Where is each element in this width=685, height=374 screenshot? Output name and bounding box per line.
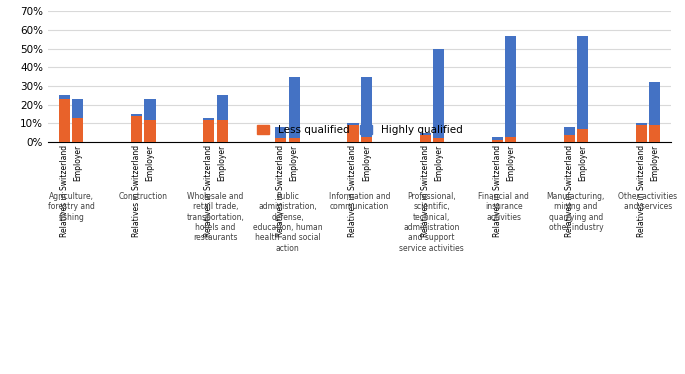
Bar xyxy=(288,77,300,138)
Bar xyxy=(59,95,70,99)
Bar xyxy=(275,138,286,142)
Bar xyxy=(564,127,575,135)
Bar xyxy=(577,129,588,142)
Bar xyxy=(131,116,142,142)
Bar xyxy=(145,99,155,120)
Bar xyxy=(361,77,372,137)
Bar xyxy=(433,49,444,138)
Text: Financial and
insurance
activities: Financial and insurance activities xyxy=(478,192,530,222)
Legend: Less qualified, Highly qualified: Less qualified, Highly qualified xyxy=(253,121,466,140)
Bar xyxy=(492,140,503,142)
Bar xyxy=(419,135,431,142)
Bar xyxy=(347,123,358,125)
Bar xyxy=(216,95,227,120)
Bar xyxy=(203,120,214,142)
Bar xyxy=(649,82,660,125)
Bar xyxy=(216,120,227,142)
Text: Wholesale and
retail trade,
transportation,
hotels and
restaurants: Wholesale and retail trade, transportati… xyxy=(186,192,245,242)
Bar xyxy=(275,127,286,138)
Text: Construction: Construction xyxy=(119,192,168,201)
Bar xyxy=(564,135,575,142)
Text: Information and
communication: Information and communication xyxy=(329,192,390,211)
Bar xyxy=(636,123,647,125)
Text: Professional,
scientific,
technical,
administration
and support
service activiti: Professional, scientific, technical, adm… xyxy=(399,192,464,253)
Text: Agriculture,
forestry and
fishing: Agriculture, forestry and fishing xyxy=(48,192,95,222)
Bar xyxy=(73,118,84,142)
Bar xyxy=(636,125,647,142)
Bar xyxy=(203,118,214,120)
Text: Other activities
and services: Other activities and services xyxy=(619,192,677,211)
Bar xyxy=(492,137,503,140)
Text: Public
administration,
defense,
education, human
health and social
action: Public administration, defense, educatio… xyxy=(253,192,323,253)
Bar xyxy=(145,120,155,142)
Bar xyxy=(649,125,660,142)
Text: Manufacturing,
mining and
quarrying and
other industry: Manufacturing, mining and quarrying and … xyxy=(547,192,605,232)
Bar xyxy=(73,99,84,118)
Bar xyxy=(419,133,431,135)
Bar xyxy=(433,138,444,142)
Bar xyxy=(288,138,300,142)
Bar xyxy=(131,114,142,116)
Bar xyxy=(505,36,516,137)
Bar xyxy=(361,137,372,142)
Bar xyxy=(577,36,588,129)
Bar xyxy=(347,125,358,142)
Bar xyxy=(505,137,516,142)
Bar xyxy=(59,99,70,142)
